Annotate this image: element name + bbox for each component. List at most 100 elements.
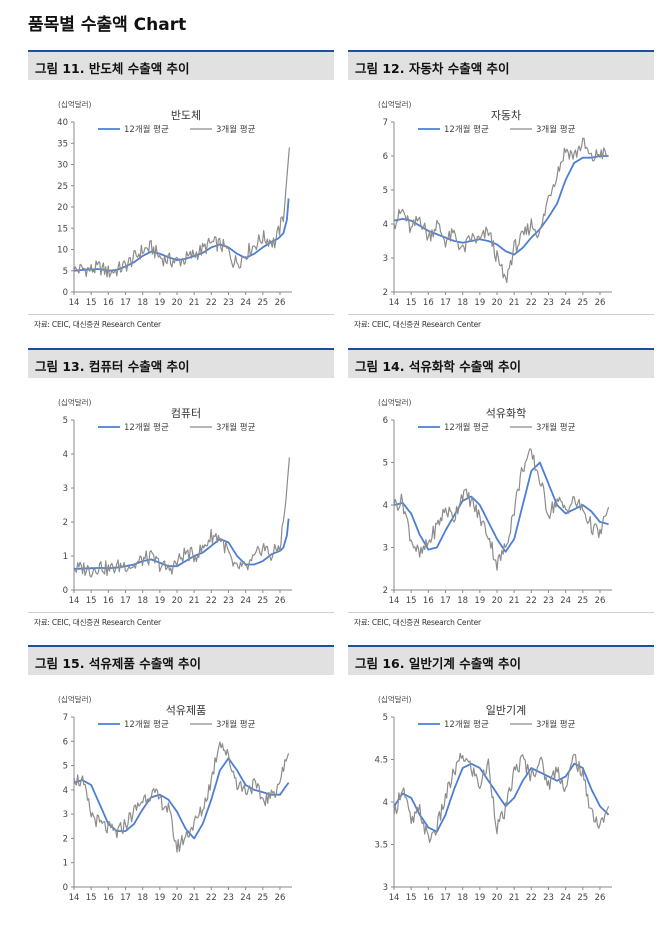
x-tick-label: 19 (474, 596, 485, 606)
y-tick-label: 30 (57, 161, 68, 171)
x-tick-label: 15 (86, 596, 97, 606)
chart-panel-petroleum-products: 그림 15. 석유제품 수출액 추이 (십억달러) 석유제품 0 1 2 3 4 5 6 7 14 1… (28, 645, 334, 927)
x-tick-label: 21 (189, 893, 200, 903)
y-tick-label: 15 (57, 224, 68, 234)
y-tick-label: 4 (63, 450, 68, 460)
series-line-12m-average (393, 155, 609, 256)
series-line-3m-average (73, 147, 290, 278)
x-tick-label: 21 (189, 596, 200, 606)
y-tick-label: 35 (57, 139, 68, 149)
series-line-3m-average (393, 137, 609, 284)
x-tick-label: 19 (474, 298, 485, 308)
x-tick-label: 21 (509, 298, 520, 308)
x-tick-label: 19 (154, 893, 165, 903)
x-tick-label: 16 (103, 298, 114, 308)
y-tick-label: 4 (383, 220, 388, 230)
x-tick-label: 22 (206, 298, 217, 308)
y-tick-label: 0 (63, 883, 68, 893)
figure-caption: 그림 12. 자동차 수출액 추이 (355, 61, 510, 76)
x-tick-label: 16 (103, 893, 114, 903)
x-tick-label: 22 (526, 298, 537, 308)
x-tick-label: 14 (389, 893, 400, 903)
x-tick-label: 20 (492, 893, 503, 903)
figure-caption: 그림 14. 석유화학 수출액 추이 (355, 359, 522, 374)
y-tick-label: 3 (383, 254, 388, 264)
y-tick-label: 2 (383, 288, 388, 298)
x-tick-label: 24 (560, 893, 571, 903)
page-title: 품목별 수출액 Chart (28, 15, 187, 35)
series-line-12m-average (73, 757, 290, 840)
x-tick-label: 16 (423, 596, 434, 606)
y-axis-unit-label: (십억달러) (58, 695, 92, 704)
series-line-3m-average (393, 448, 610, 571)
x-tick-label: 18 (137, 596, 148, 606)
figure-header: 그림 13. 컴퓨터 수출액 추이 (28, 348, 334, 378)
legend-label-12m: 12개월 평균 (124, 719, 169, 730)
x-tick-label: 26 (275, 298, 286, 308)
y-tick-label: 0 (63, 586, 68, 596)
chart-panel-computer: 그림 13. 컴퓨터 수출액 추이 (십억달러) 컴퓨터 0 1 2 3 4 5 14 15 16 1… (28, 348, 334, 630)
legend-label-3m: 3개월 평균 (536, 422, 576, 433)
y-tick-label: 1 (63, 859, 68, 869)
source-note: 자료: CEIC, 대신증권 Research Center (348, 314, 654, 333)
x-tick-label: 25 (257, 596, 268, 606)
y-tick-label: 20 (57, 203, 68, 213)
y-tick-label: 3 (63, 484, 68, 494)
legend-label-12m: 12개월 평균 (124, 422, 169, 433)
y-tick-label: 4.5 (374, 756, 388, 766)
x-tick-label: 19 (474, 893, 485, 903)
y-tick-label: 5 (63, 416, 68, 426)
x-tick-label: 15 (406, 596, 417, 606)
chart-title: 컴퓨터 (171, 407, 201, 420)
y-tick-label: 7 (63, 713, 68, 723)
y-tick-label: 25 (57, 182, 68, 192)
legend-label-12m: 12개월 평균 (444, 719, 489, 730)
chart-title: 석유화학 (486, 407, 526, 420)
y-axis-unit-label: (십억달러) (58, 398, 92, 407)
x-tick-label: 20 (492, 298, 503, 308)
chart-title: 자동차 (491, 109, 521, 122)
x-tick-label: 20 (492, 596, 503, 606)
x-tick-label: 23 (543, 596, 554, 606)
x-tick-label: 17 (120, 893, 131, 903)
x-tick-label: 15 (406, 893, 417, 903)
figure-caption: 그림 16. 일반기계 수출액 추이 (355, 656, 522, 671)
x-tick-label: 20 (172, 893, 183, 903)
x-tick-label: 17 (120, 298, 131, 308)
x-tick-label: 22 (526, 596, 537, 606)
y-axis-unit-label: (십억달러) (378, 398, 412, 407)
x-tick-label: 19 (154, 596, 165, 606)
source-note: 자료: CEIC, 대신증권 Research Center (348, 612, 654, 631)
x-tick-label: 26 (275, 893, 286, 903)
source-note: 자료: CEIC, 대신증권 Research Center (28, 612, 334, 631)
chart-panel-automobile: 그림 12. 자동차 수출액 추이 (십억달러) 자동차 2 3 4 5 6 7 14 15 16 1… (348, 50, 654, 332)
y-tick-label: 1 (63, 552, 68, 562)
y-tick-label: 4 (63, 786, 68, 796)
x-tick-label: 24 (560, 298, 571, 308)
y-tick-label: 7 (383, 118, 388, 128)
x-tick-label: 18 (137, 893, 148, 903)
legend-label-3m: 3개월 평균 (216, 719, 256, 730)
x-tick-label: 20 (172, 298, 183, 308)
y-axis-unit-label: (십억달러) (378, 695, 412, 704)
x-tick-label: 21 (189, 298, 200, 308)
x-tick-label: 19 (154, 298, 165, 308)
figure-caption: 그림 13. 컴퓨터 수출액 추이 (35, 359, 190, 374)
chart-title: 석유제품 (166, 704, 206, 717)
x-tick-label: 14 (69, 298, 80, 308)
x-tick-label: 14 (389, 298, 400, 308)
x-tick-label: 17 (120, 596, 131, 606)
x-tick-label: 25 (577, 596, 588, 606)
x-tick-label: 23 (223, 893, 234, 903)
series-line-12m-average (73, 198, 290, 272)
y-tick-label: 40 (57, 118, 68, 128)
line-chart-general-machinery: (십억달러) 일반기계 3 3.5 4 4.5 5 14 15 16 17 18 19 20 21 22 23 2… (374, 695, 612, 903)
x-tick-label: 15 (86, 893, 97, 903)
y-tick-label: 0 (63, 288, 68, 298)
legend-label-3m: 3개월 평균 (216, 124, 256, 135)
x-tick-label: 14 (389, 596, 400, 606)
y-tick-label: 2 (63, 518, 68, 528)
